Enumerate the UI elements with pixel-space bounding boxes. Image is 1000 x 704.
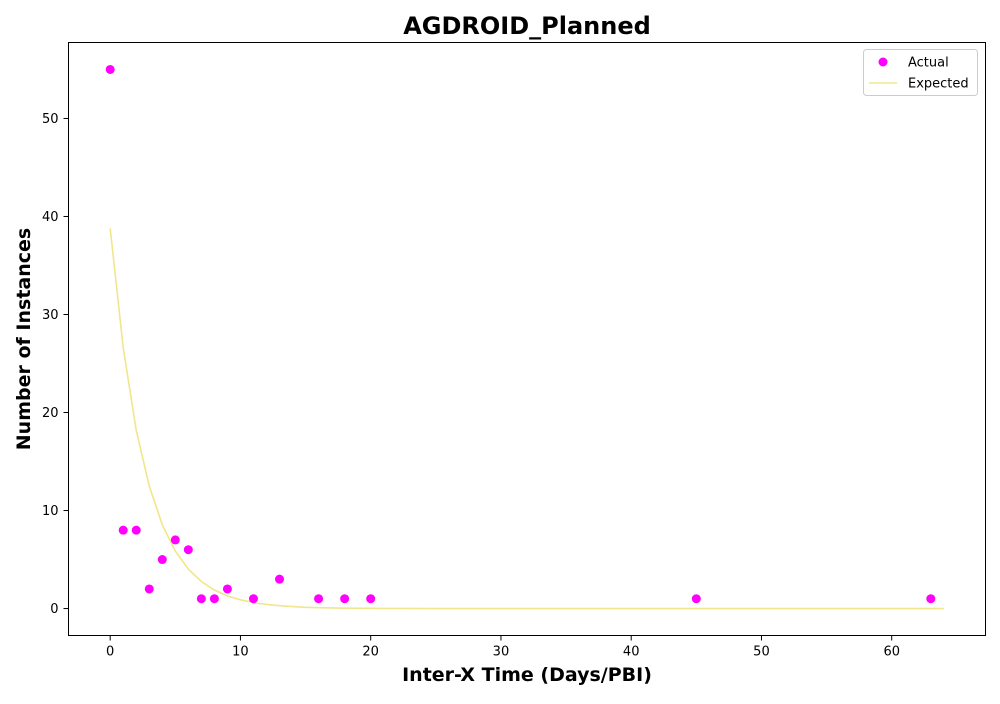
x-tick-label: 30 — [493, 645, 510, 660]
plot-frame — [68, 42, 986, 636]
actual-point — [170, 535, 180, 545]
actual-point — [118, 525, 128, 535]
actual-point — [340, 594, 350, 604]
actual-point — [131, 525, 141, 535]
plot-area — [105, 64, 944, 610]
x-axis-label: Inter-X Time (Days/PBI) — [402, 664, 652, 686]
actual-point — [248, 594, 258, 604]
actual-point — [196, 594, 206, 604]
actual-point — [157, 555, 167, 565]
actual-point — [144, 584, 154, 594]
y-tick-label: 50 — [42, 112, 59, 127]
y-tick-label: 40 — [42, 210, 59, 225]
y-axis-label: Number of Instances — [13, 228, 35, 450]
y-tick-label: 20 — [42, 406, 59, 421]
y-tick-label: 0 — [50, 602, 58, 617]
y-tick-label: 30 — [42, 308, 59, 323]
expected-line — [109, 228, 944, 610]
axis-ticks: 0 10 20 30 40 50 60 0 10 20 30 40 50 — [42, 112, 900, 660]
legend-marker-actual — [878, 57, 888, 67]
actual-point — [691, 594, 701, 604]
y-tick-label: 10 — [42, 504, 59, 519]
x-tick-label: 60 — [883, 645, 900, 660]
legend: Actual Expected — [863, 49, 978, 96]
actual-point — [222, 584, 232, 594]
legend-box — [863, 49, 978, 96]
x-tick-label: 20 — [362, 645, 379, 660]
legend-label: Actual — [908, 56, 949, 71]
actual-point — [275, 574, 285, 584]
actual-point — [209, 594, 219, 604]
legend-label: Expected — [908, 77, 969, 92]
chart-title: AGDROID_Planned — [403, 12, 651, 40]
x-tick-label: 10 — [232, 645, 249, 660]
x-tick-label: 50 — [753, 645, 770, 660]
x-tick-label: 0 — [106, 645, 114, 660]
actual-point — [183, 545, 193, 555]
actual-point — [926, 594, 936, 604]
actual-point — [366, 594, 376, 604]
actual-point — [105, 64, 115, 74]
x-tick-label: 40 — [623, 645, 640, 660]
actual-point — [314, 594, 324, 604]
